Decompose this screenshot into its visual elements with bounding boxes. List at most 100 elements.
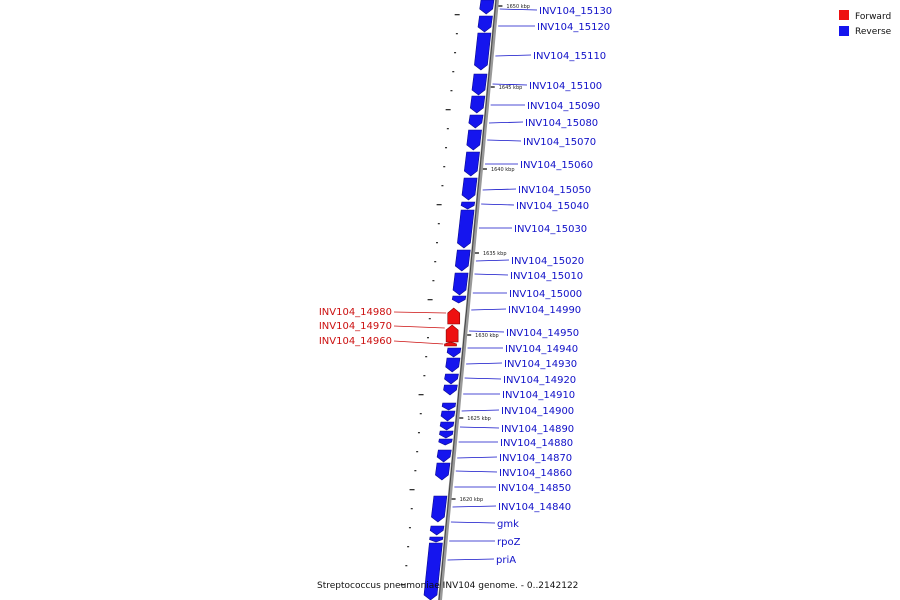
reverse-gene-arrow (461, 177, 478, 201)
reverse-leader-line (459, 426, 500, 429)
reverse-gene-arrow (423, 542, 443, 600)
reverse-leader-line (499, 8, 538, 11)
legend-swatch-forward (839, 10, 849, 20)
track-dot (400, 584, 406, 586)
reverse-gene-arrow (471, 73, 488, 96)
legend-swatch-reverse (839, 26, 849, 36)
reverse-gene-arrow (444, 373, 459, 385)
reverse-gene-label: rpoZ (497, 537, 521, 548)
track-dot (454, 14, 460, 16)
genome-caption: Streptococcus pneumoniae INV104 genome. … (317, 581, 578, 591)
scale-ticks: 1650 kbp 1645 kbp 1640 kbp 1635 kbp 1630 kbp… (451, 4, 530, 503)
track-dot (416, 451, 419, 453)
reverse-gene-arrow (440, 410, 456, 422)
reverse-leader-line (492, 83, 528, 86)
reverse-gene-arrow (457, 209, 475, 249)
track-dot (436, 204, 442, 206)
reverse-gene-label: INV104_15080 (525, 118, 598, 129)
track-dot (436, 242, 439, 244)
forward-gene-label: INV104_14960 (319, 336, 392, 347)
reverse-gene-arrow (468, 114, 484, 129)
reverse-gene-label: INV104_14930 (504, 359, 577, 370)
reverse-gene-label: gmk (497, 519, 519, 530)
reverse-leader-line (461, 409, 500, 412)
reverse-gene-arrow (435, 462, 451, 481)
reverse-gene-arrow (454, 249, 471, 272)
reverse-leader-line (464, 377, 502, 380)
track-dot (426, 337, 429, 339)
reverse-leader-line (495, 54, 532, 57)
reverse-gene-arrow (441, 402, 457, 411)
track-dot (452, 71, 455, 73)
track-dot (409, 489, 415, 491)
forward-gene-arrow (447, 307, 461, 325)
reverse-gene-label: INV104_14920 (503, 375, 576, 386)
reverse-gene-label: INV104_15090 (527, 101, 600, 112)
reverse-gene-arrow (446, 347, 462, 358)
reverse-gene-label: INV104_14840 (498, 502, 571, 513)
reverse-gene-label: INV104_15050 (518, 185, 591, 196)
track-dot (441, 185, 444, 187)
track-dot (432, 280, 435, 282)
reverse-leader-line (475, 259, 510, 262)
reverse-gene-label: INV104_14900 (501, 406, 574, 417)
reverse-gene-arrow (429, 536, 444, 543)
forward-leader-line (393, 340, 444, 345)
track-dot (434, 261, 437, 263)
reverse-gene-arrow (463, 151, 480, 177)
legend-label-forward: Forward (855, 12, 891, 22)
scale-tick-label: 1650 kbp (506, 4, 530, 10)
reverse-gene-label: INV104_15020 (511, 256, 584, 267)
reverse-leader-line (457, 456, 498, 459)
reverse-gene-arrow (431, 495, 448, 523)
track-dot (445, 147, 448, 149)
reverse-gene-arrow (460, 201, 476, 210)
forward-gene-arrow (445, 324, 459, 343)
gene-arrows (423, 0, 495, 600)
forward-gene-label: INV104_14970 (319, 321, 392, 332)
reverse-leader-line (452, 505, 497, 508)
reverse-gene-label: INV104_14860 (499, 468, 572, 479)
reverse-gene-label: INV104_15100 (529, 81, 602, 92)
reverse-gene-arrow (477, 15, 493, 33)
track-dot (428, 318, 431, 320)
reverse-gene-label: INV104_15110 (533, 51, 606, 62)
track-dot (445, 109, 451, 111)
track-dot (455, 33, 458, 35)
reverse-gene-arrow (452, 272, 469, 296)
reverse-gene-arrow (429, 525, 445, 536)
reverse-leader-line (487, 139, 522, 142)
scale-tick-label: 1620 kbp (460, 497, 484, 503)
reverse-leader-line (466, 362, 503, 365)
reverse-leader-line (481, 203, 515, 206)
reverse-gene-label: INV104_15030 (514, 224, 587, 235)
reverse-gene-arrow (479, 0, 495, 15)
reverse-gene-arrow (466, 129, 482, 151)
track-dot (418, 394, 424, 396)
scale-tick-label: 1630 kbp (475, 333, 499, 339)
reverse-gene-label: INV104_15120 (537, 22, 610, 33)
track-dot (446, 128, 449, 130)
forward-leader-line (393, 325, 445, 329)
backbone-edge (438, 0, 497, 600)
legend: Forward Reverse (839, 10, 892, 37)
reverse-gene-arrow (443, 384, 458, 396)
reverse-gene-label: INV104_15070 (523, 137, 596, 148)
scale-tick-label: 1635 kbp (483, 251, 507, 257)
reverse-leader-line (447, 558, 495, 561)
reverse-gene-arrow (439, 421, 455, 431)
track-dot (423, 375, 426, 377)
genome-backbone (438, 0, 499, 600)
track-dot (410, 508, 413, 510)
reverse-gene-label: INV104_15010 (510, 271, 583, 282)
reverse-gene-label: INV104_14890 (501, 424, 574, 435)
scale-tick-label: 1645 kbp (499, 85, 523, 91)
reverse-gene-arrow (451, 295, 467, 304)
track-dot (425, 356, 428, 358)
scale-tick-label: 1640 kbp (491, 167, 515, 173)
reverse-gene-arrow (439, 430, 454, 439)
reverse-gene-label: INV104_14950 (506, 328, 579, 339)
track-dot (405, 565, 408, 567)
gene-labels: INV104_15130 INV104_15120 INV104_15110 INV1… (319, 6, 612, 566)
track-dot (437, 223, 440, 225)
